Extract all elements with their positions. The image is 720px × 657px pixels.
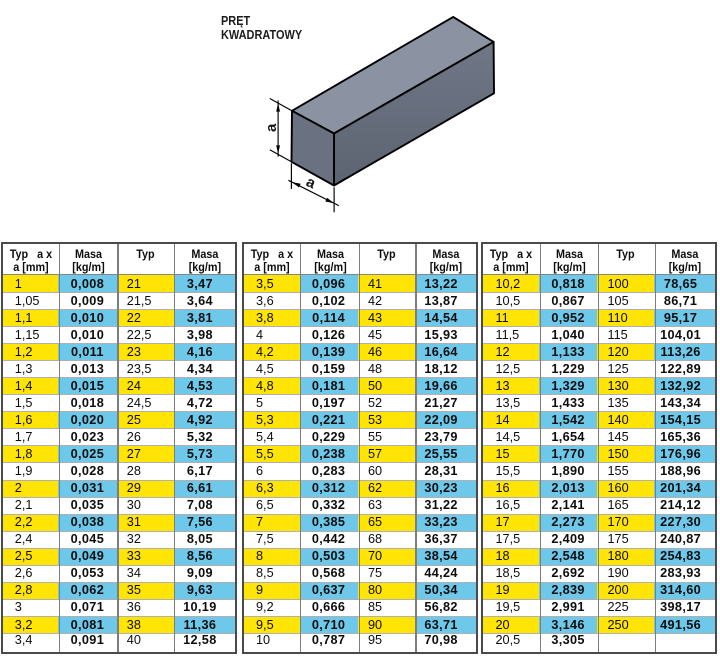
svg-text:a: a — [304, 173, 319, 192]
svg-text:a: a — [263, 123, 280, 132]
